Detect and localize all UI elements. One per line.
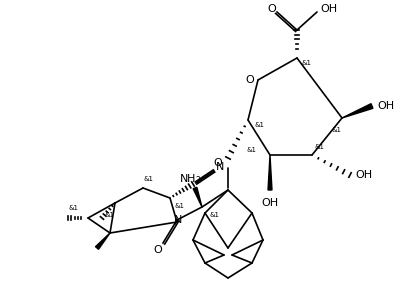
Text: O: O bbox=[153, 245, 162, 255]
Text: &1: &1 bbox=[174, 203, 184, 209]
Polygon shape bbox=[95, 233, 110, 249]
Text: O: O bbox=[245, 75, 254, 85]
Text: &1: &1 bbox=[331, 127, 341, 133]
Text: O: O bbox=[213, 158, 222, 168]
Text: OH: OH bbox=[320, 4, 337, 14]
Text: OH: OH bbox=[354, 170, 372, 180]
Text: O: O bbox=[267, 4, 276, 14]
Text: &1: &1 bbox=[314, 144, 324, 150]
Text: &1: &1 bbox=[246, 147, 256, 153]
Text: OH: OH bbox=[377, 101, 393, 111]
Text: &1: &1 bbox=[69, 205, 79, 211]
Text: &1: &1 bbox=[144, 176, 154, 182]
Text: NH$_2$: NH$_2$ bbox=[178, 172, 201, 186]
Text: N: N bbox=[215, 162, 224, 172]
Text: OH: OH bbox=[261, 198, 278, 208]
Text: &1: &1 bbox=[301, 60, 311, 66]
Text: &1: &1 bbox=[105, 212, 115, 218]
Polygon shape bbox=[267, 155, 271, 190]
Text: &1: &1 bbox=[209, 212, 219, 218]
Text: &1: &1 bbox=[254, 122, 264, 128]
Polygon shape bbox=[341, 104, 372, 118]
Polygon shape bbox=[192, 187, 201, 207]
Text: N: N bbox=[173, 215, 182, 225]
